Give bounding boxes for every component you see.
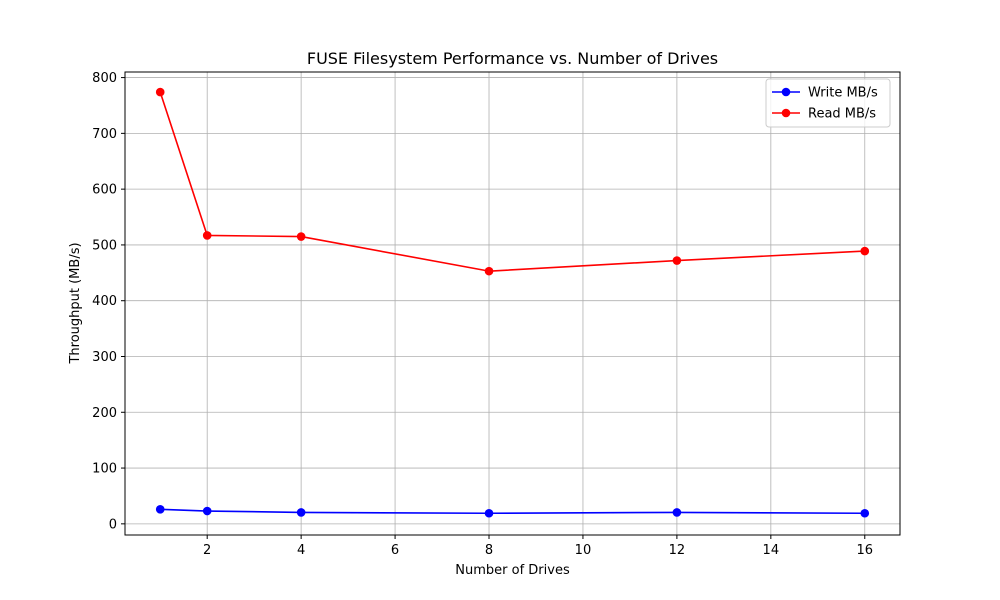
series-layer — [155, 87, 870, 518]
x-tick-label: 6 — [391, 543, 399, 558]
data-point-read-mb-s — [296, 232, 306, 241]
y-tick-label: 700 — [92, 127, 117, 142]
data-point-write-mb-s — [860, 508, 870, 518]
data-point-read-mb-s — [202, 231, 212, 240]
y-tick-label: 200 — [92, 406, 117, 421]
data-point-read-mb-s — [860, 246, 870, 256]
series-read-mb-s — [155, 87, 870, 276]
data-point-write-mb-s — [484, 508, 494, 518]
legend-box — [765, 78, 891, 128]
data-point-read-mb-s — [672, 256, 682, 265]
data-point-write-mb-s — [155, 505, 165, 514]
y-tick-label: 600 — [92, 183, 117, 198]
data-point-write-mb-s — [296, 508, 306, 517]
x-tick-label: 10 — [575, 543, 592, 558]
x-axis-label: Number of Drives — [455, 563, 570, 578]
chart-title: FUSE Filesystem Performance vs. Number o… — [307, 49, 718, 68]
x-tick-label: 4 — [297, 543, 305, 558]
x-tick-label: 14 — [763, 543, 780, 558]
y-tick-label: 0 — [109, 517, 117, 532]
data-point-read-mb-s — [155, 87, 165, 97]
data-point-write-mb-s — [672, 508, 682, 517]
y-axis-label: Throughput (MB/s) — [68, 242, 83, 364]
ticks: 2 4 6 8 10 12 14 16 0 100 200 300 400 500 600 700 800 — [92, 71, 873, 558]
legend-label-write-mb-s: Write MB/s — [808, 86, 878, 101]
x-tick-label: 2 — [203, 543, 211, 558]
x-tick-label: 12 — [669, 543, 686, 558]
grid — [125, 72, 900, 535]
plot-frame — [124, 71, 901, 536]
x-tick-label: 8 — [485, 543, 493, 558]
data-point-write-mb-s — [202, 506, 212, 516]
x-tick-label: 16 — [856, 543, 873, 558]
y-tick-label: 100 — [92, 462, 117, 477]
series-line-read-mb-s — [159, 91, 865, 272]
series-write-mb-s — [155, 505, 870, 518]
y-tick-label: 300 — [92, 350, 117, 365]
legend: Write MB/s Read MB/s — [765, 78, 891, 128]
y-tick-label: 500 — [92, 238, 117, 253]
y-tick-label: 800 — [92, 71, 117, 86]
data-point-read-mb-s — [484, 266, 494, 276]
series-line-write-mb-s — [160, 508, 865, 515]
legend-swatch-marker-write-mb-s — [781, 87, 791, 97]
legend-label-read-mb-s: Read MB/s — [808, 107, 876, 122]
y-tick-label: 400 — [92, 294, 117, 309]
legend-swatch-marker-read-mb-s — [781, 108, 791, 118]
